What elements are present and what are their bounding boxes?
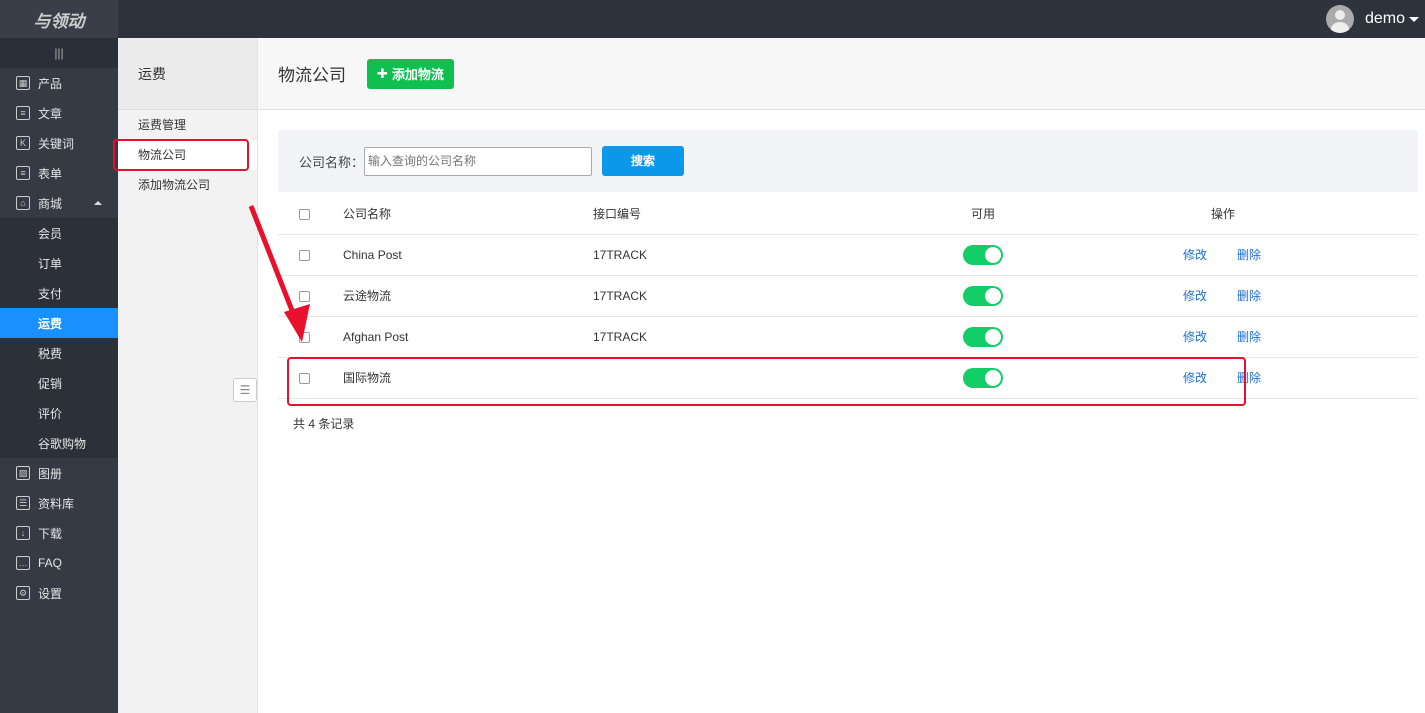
download-icon: ↓ bbox=[16, 526, 30, 540]
table-row: 云途物流 17TRACK 修改 删除 bbox=[278, 275, 1418, 317]
sidebar-subitem-1[interactable]: 订单 bbox=[0, 248, 118, 278]
gear-icon: ⚙ bbox=[16, 586, 30, 600]
api-code: 17TRACK bbox=[593, 275, 868, 317]
delete-link[interactable]: 删除 bbox=[1237, 330, 1262, 344]
grid-icon: ▦ bbox=[16, 76, 30, 90]
search-label: 公司名称： bbox=[299, 154, 365, 170]
enabled-toggle[interactable] bbox=[963, 244, 1003, 265]
caret-down-icon bbox=[1409, 16, 1419, 27]
row-checkbox[interactable] bbox=[299, 249, 310, 261]
sidebar-item-9[interactable]: ⚙ 设置 bbox=[0, 578, 118, 608]
sidebar-subitem-3[interactable]: 运费 bbox=[0, 308, 118, 338]
top-bar: 与领动 demo bbox=[0, 0, 1425, 38]
search-panel: 公司名称： 搜索 bbox=[278, 130, 1418, 192]
sidebar-item-6[interactable]: ☰ 资料库 bbox=[0, 488, 118, 518]
table-row: 国际物流 修改 删除 bbox=[278, 357, 1418, 399]
sidebar-subitem-2[interactable]: 支付 bbox=[0, 278, 118, 308]
image-icon: ▨ bbox=[16, 466, 30, 480]
row-checkbox[interactable] bbox=[299, 372, 310, 384]
annotation-arrow-icon bbox=[248, 205, 310, 342]
k-icon: K bbox=[16, 136, 30, 150]
delete-link[interactable]: 删除 bbox=[1237, 248, 1262, 262]
edit-link[interactable]: 修改 bbox=[1183, 371, 1208, 385]
main-content: 物流公司 ✚添加物流 公司名称： 搜索 公司名称 接口编号 可用 操作 Chin… bbox=[258, 38, 1425, 713]
chevron-up-icon bbox=[94, 197, 102, 205]
bag-icon: ⌂ bbox=[16, 196, 30, 210]
sidebar-subitem-6[interactable]: 评价 bbox=[0, 398, 118, 428]
subnav-item-shipping-management[interactable]: 运费管理 bbox=[138, 118, 187, 132]
sidebar-subitem-7[interactable]: 谷歌购物 bbox=[0, 428, 118, 458]
column-enabled: 可用 bbox=[868, 193, 1148, 235]
sidebar: ||| ▦ 产品 ≡ 文章 K 关键词 ≡ 表单 ⌂ 商城 会员 订单 支付 运费 税费 促销 评价 谷歌购物 ▨ 图… bbox=[0, 38, 118, 713]
sidebar-toggle[interactable]: ||| bbox=[0, 38, 118, 68]
subnav-item-add-logistics-company[interactable]: 添加物流公司 bbox=[138, 178, 211, 192]
document-icon: ≡ bbox=[16, 106, 30, 120]
company-name: 云途物流 bbox=[343, 275, 593, 317]
enabled-toggle[interactable] bbox=[963, 367, 1003, 388]
table-row: Afghan Post 17TRACK 修改 删除 bbox=[278, 316, 1418, 358]
avatar-icon bbox=[1325, 5, 1354, 33]
edit-link[interactable]: 修改 bbox=[1183, 289, 1208, 303]
company-name: Afghan Post bbox=[343, 316, 593, 358]
search-button[interactable]: 搜索 bbox=[602, 146, 685, 176]
api-code: 17TRACK bbox=[593, 316, 868, 358]
company-name: China Post bbox=[343, 234, 593, 276]
username: demo bbox=[1364, 10, 1405, 27]
sidebar-item-2[interactable]: K 关键词 bbox=[0, 128, 118, 158]
record-count: 共 4 条记录 bbox=[293, 417, 355, 431]
sidebar-item-3[interactable]: ≡ 表单 bbox=[0, 158, 118, 188]
sidebar-item-8[interactable]: … FAQ bbox=[0, 548, 118, 578]
sidebar-subitem-4[interactable]: 税费 bbox=[0, 338, 118, 368]
edit-link[interactable]: 修改 bbox=[1183, 248, 1208, 262]
sidebar-item-4[interactable]: ⌂ 商城 bbox=[0, 188, 118, 218]
add-logistics-button[interactable]: ✚ 添加物流 bbox=[367, 58, 454, 89]
sidebar-subitem-0[interactable]: 会员 bbox=[0, 218, 118, 248]
enabled-toggle[interactable] bbox=[963, 285, 1003, 306]
column-actions: 操作 bbox=[1148, 193, 1418, 235]
clipboard-icon: ≡ bbox=[16, 166, 30, 180]
collapse-subnav-icon[interactable]: ☰ bbox=[233, 378, 257, 402]
edit-link[interactable]: 修改 bbox=[1183, 330, 1208, 344]
row-checkbox[interactable] bbox=[299, 290, 310, 302]
column-api-code: 接口编号 bbox=[593, 193, 868, 235]
page-title: 物流公司 bbox=[278, 66, 346, 85]
api-code: 17TRACK bbox=[593, 234, 868, 276]
chat-icon: … bbox=[16, 556, 30, 570]
select-all-checkbox[interactable] bbox=[299, 208, 310, 220]
sidebar-item-5[interactable]: ▨ 图册 bbox=[0, 458, 118, 488]
plus-icon: ✚ bbox=[377, 65, 388, 81]
subnav-title: 运费 bbox=[118, 38, 257, 110]
api-code bbox=[593, 357, 868, 399]
sidebar-subitem-5[interactable]: 促销 bbox=[0, 368, 118, 398]
table-header: 公司名称 接口编号 可用 操作 bbox=[278, 193, 1418, 235]
subnav-item-logistics-company[interactable]: 物流公司 bbox=[118, 140, 257, 170]
company-name: 国际物流 bbox=[343, 357, 593, 399]
sidebar-item-1[interactable]: ≡ 文章 bbox=[0, 98, 118, 128]
enabled-toggle[interactable] bbox=[963, 326, 1003, 347]
sidebar-item-7[interactable]: ↓ 下载 bbox=[0, 518, 118, 548]
logistics-table: 公司名称 接口编号 可用 操作 China Post 17TRACK 修改 删除 … bbox=[278, 193, 1418, 399]
column-company-name: 公司名称 bbox=[343, 193, 593, 235]
user-menu[interactable]: demo bbox=[1325, 0, 1425, 38]
company-name-search-input[interactable] bbox=[364, 146, 593, 176]
sidebar-item-0[interactable]: ▦ 产品 bbox=[0, 68, 118, 98]
sub-navigation: 运费 运费管理 物流公司 添加物流公司 bbox=[118, 38, 258, 713]
table-row: China Post 17TRACK 修改 删除 bbox=[278, 234, 1418, 276]
logo[interactable]: 与领动 bbox=[0, 0, 118, 38]
database-icon: ☰ bbox=[16, 496, 30, 510]
delete-link[interactable]: 删除 bbox=[1237, 371, 1262, 385]
delete-link[interactable]: 删除 bbox=[1237, 289, 1262, 303]
